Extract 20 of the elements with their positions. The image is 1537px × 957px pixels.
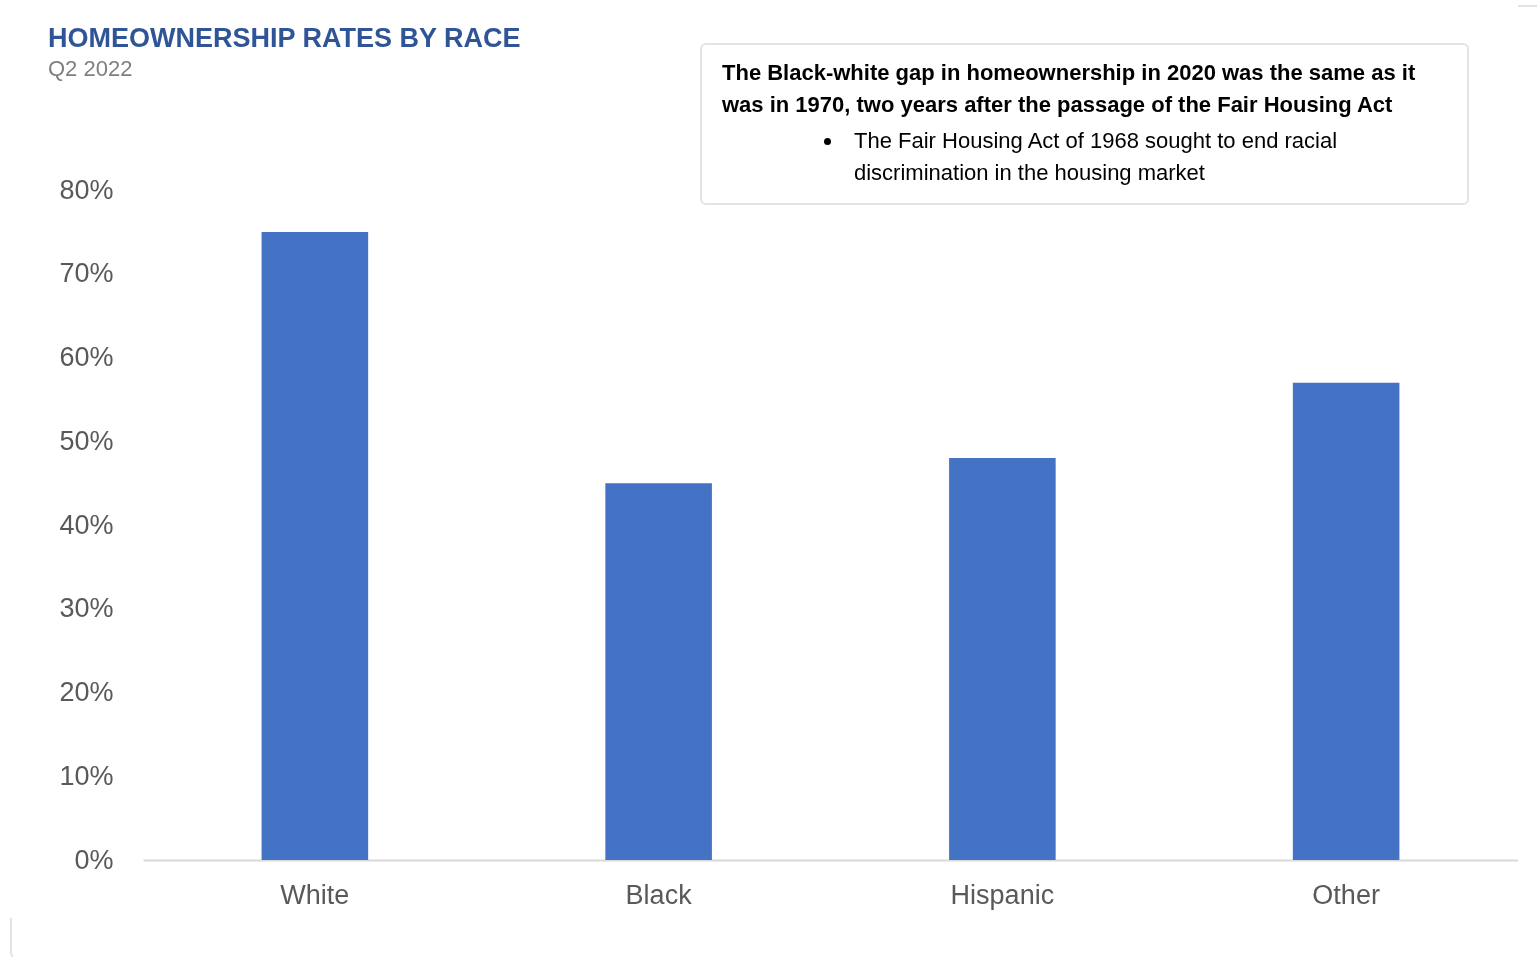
bar — [261, 231, 369, 860]
x-tick-label: Other — [1312, 879, 1380, 910]
y-tick-label: 60% — [59, 342, 114, 372]
y-tick-label: 20% — [59, 677, 114, 707]
x-tick-label: White — [280, 879, 350, 910]
y-tick-label: 70% — [59, 258, 114, 289]
bar — [605, 483, 712, 860]
y-tick-label: 80% — [59, 174, 114, 205]
y-tick-label: 10% — [59, 760, 114, 791]
bar — [1292, 382, 1400, 860]
x-tick-label: Hispanic — [950, 879, 1055, 910]
bar — [949, 458, 1056, 860]
y-tick-label: 50% — [59, 425, 114, 456]
y-tick-label: 40% — [59, 509, 114, 540]
x-tick-label: Black — [625, 879, 693, 910]
y-tick-label: 0% — [74, 844, 114, 875]
chart-subtitle: Q2 2022 — [48, 56, 133, 81]
y-tick-label: 30% — [59, 593, 114, 624]
chart-title: HOMEOWNERSHIP RATES BY RACE — [48, 23, 521, 53]
text-box: The Black-white gap in homeownership in 2020 was the same as it was in 1970, two years after the passage of the Fair Housing Act The Fair Housing Act of 1968 sought to end racial discrimination in the housing market — [700, 43, 1469, 205]
